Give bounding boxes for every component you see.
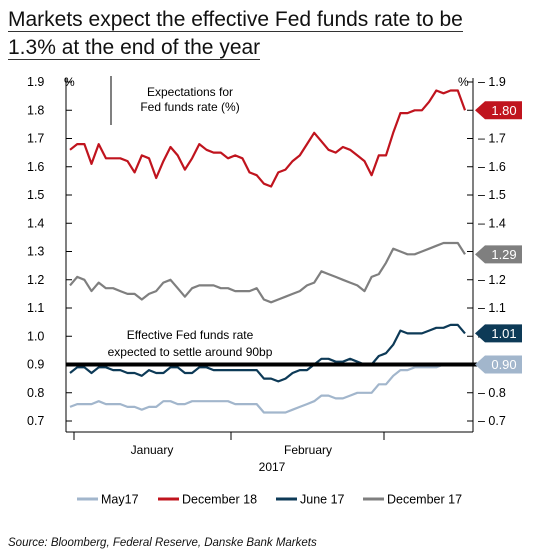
chart-title-line2: 1.3% at the end of the year	[8, 36, 261, 60]
legend-label-1: December 18	[182, 493, 257, 507]
left-y-tick-label-12: 1.9	[27, 75, 44, 89]
legend: May17 December 18 June 17 December 17	[77, 493, 462, 507]
end-label-text-2: 1.01	[491, 326, 516, 341]
left-y-tick-label-4: 1.1	[27, 301, 44, 315]
end-label-text-0: 1.80	[491, 103, 516, 118]
source-note: Source: Bloomberg, Federal Reserve, Dans…	[8, 537, 317, 549]
ffr-annotation-line1: Effective Fed funds rate	[127, 328, 254, 342]
series-layer	[69, 89, 467, 414]
end-label-2: 1.01	[475, 324, 522, 343]
left-y-tick-label-11: 1.8	[27, 103, 44, 117]
left-y-tick-label-0: 0.7	[27, 414, 44, 428]
left-y-tick-label-10: 1.7	[27, 132, 44, 146]
legend-label-2: June 17	[300, 493, 345, 507]
right-y-tick-label-5: – 1.2	[478, 273, 506, 287]
end-label-text-3: 0.90	[491, 357, 516, 372]
right-unit-label: %	[458, 75, 469, 89]
series-line-may17	[69, 363, 465, 414]
chart-title: Markets expect the effective Fed funds r…	[8, 6, 553, 62]
end-label-tag-2	[475, 324, 522, 343]
chart-title-line1: Markets expect the effective Fed funds r…	[8, 8, 463, 32]
left-y-tick-label-5: 1.2	[27, 273, 44, 287]
right-y-tick-label-10: – 1.7	[478, 132, 506, 146]
expectations-annotation-box: Expectations for Fed funds rate (%)	[110, 76, 240, 125]
left-y-tick-label-6: 1.3	[27, 245, 44, 259]
left-y-tick-label-1: 0.8	[27, 386, 44, 400]
right-y-tick-label-8: – 1.5	[478, 188, 506, 202]
end-label-tag-0	[475, 101, 522, 120]
left-y-tick-label-2: 0.9	[27, 358, 44, 372]
end-label-tag-3	[475, 355, 522, 374]
ffr-annotation-line2: expected to settle around 90bp	[108, 345, 273, 359]
end-label-0: 1.80	[475, 101, 522, 120]
x-year-label: 2017	[259, 460, 286, 474]
chart-axes	[65, 78, 474, 433]
right-y-tick-label-0: – 0.7	[478, 414, 506, 428]
series-line-june-17	[69, 323, 466, 383]
x-tick-label-january: January	[131, 443, 174, 457]
right-y-tick-label-1: – 0.8	[478, 386, 506, 400]
legend-label-0: May17	[101, 493, 139, 507]
end-labels: 1.80 1.29 1.01 0.90	[475, 101, 522, 374]
annotation-box-line2: Fed funds rate (%)	[140, 100, 239, 114]
end-label-1: 1.29	[475, 245, 522, 264]
annotation-box-line1: Expectations for	[147, 85, 233, 99]
x-ticks	[73, 432, 385, 440]
x-tick-label-february: February	[284, 443, 332, 457]
end-label-tag-1	[475, 245, 522, 264]
right-y-tick-label-7: – 1.4	[478, 216, 506, 230]
left-y-tick-label-3: 1.0	[27, 329, 44, 343]
end-label-3: 0.90	[475, 355, 522, 374]
right-y-tick-label-12: – 1.9	[478, 75, 506, 89]
right-y-tick-label-4: – 1.1	[478, 301, 506, 315]
left-y-tick-label-8: 1.5	[27, 188, 44, 202]
left-y-tick-label-9: 1.6	[27, 160, 44, 174]
legend-label-3: December 17	[387, 493, 462, 507]
left-y-tick-label-7: 1.4	[27, 216, 44, 230]
right-y-tick-label-9: – 1.6	[478, 160, 506, 174]
series-line-december-17	[69, 241, 466, 304]
y-ticks: 0.7– 0.70.8– 0.80.9– 0.91.0– 1.01.1– 1.1…	[27, 75, 506, 428]
series-line-december-18	[69, 89, 467, 188]
end-label-text-1: 1.29	[491, 247, 516, 262]
